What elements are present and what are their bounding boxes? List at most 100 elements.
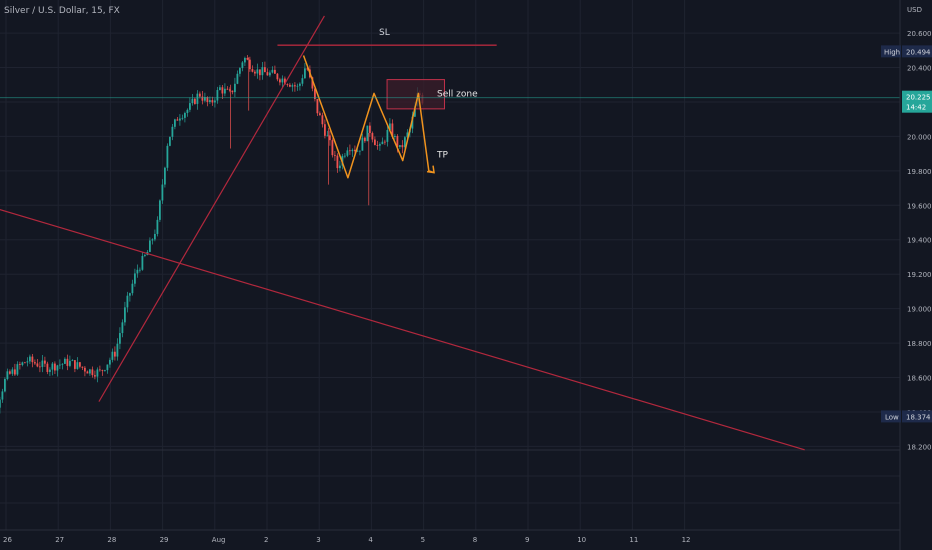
candle-body <box>284 78 286 85</box>
candle-body <box>196 93 199 104</box>
candle-body <box>246 57 249 60</box>
trendline[interactable] <box>98 15 325 402</box>
candle-body <box>251 69 254 72</box>
candle-body <box>19 364 21 365</box>
candle-body <box>361 137 364 151</box>
candle-body <box>101 370 104 371</box>
candle-body <box>274 69 276 74</box>
candle-body <box>301 78 304 84</box>
candle-body <box>339 165 341 169</box>
symbol-title[interactable]: Silver / U.S. Dollar, 15, FX <box>4 6 120 16</box>
candle-body <box>406 132 409 138</box>
candle-body <box>194 98 196 104</box>
time-tick-label: 11 <box>629 536 638 544</box>
candle-body <box>54 363 56 371</box>
candle-body <box>61 363 64 365</box>
trendline[interactable] <box>0 204 805 451</box>
high-value-badge <box>902 45 932 58</box>
candle-body <box>354 149 356 152</box>
candle-body <box>71 360 74 361</box>
candle-body <box>96 369 99 377</box>
candle-body <box>176 119 179 121</box>
candle-body <box>129 293 131 296</box>
candle-body <box>269 72 271 76</box>
candle-body <box>46 363 49 372</box>
candle-body <box>151 239 154 241</box>
candle-body <box>294 85 296 87</box>
candle-body <box>304 68 306 79</box>
candle-body <box>141 255 144 270</box>
price-tick-label: 19.000 <box>907 306 932 314</box>
candle-body <box>344 155 346 157</box>
candle-body <box>116 343 119 357</box>
candle-body <box>306 68 309 70</box>
time-tick-label: 26 <box>3 536 12 544</box>
high-badge <box>881 45 901 58</box>
candle-body <box>204 97 206 101</box>
time-tick-label: 9 <box>525 536 529 544</box>
candle-body <box>49 369 51 372</box>
candle-body <box>334 155 336 156</box>
time-tick-label: 12 <box>682 536 691 544</box>
time-axis[interactable]: 26 27 28 29 Aug 2 3 4 5 8 9 10 11 12 <box>0 529 900 544</box>
candle-body <box>126 295 129 308</box>
candle-body <box>319 113 321 116</box>
candle-body <box>1 391 4 400</box>
take-profit-label: TP <box>436 151 448 161</box>
candle-body <box>31 356 34 363</box>
candle-body <box>44 360 46 364</box>
currency-label: USD <box>907 6 922 14</box>
candle-body <box>59 364 61 366</box>
candle-body <box>351 149 354 152</box>
candle-body <box>91 369 94 376</box>
candle-body <box>221 87 224 94</box>
candle-body <box>316 98 319 114</box>
candle-body <box>29 356 31 362</box>
candle-body <box>136 269 139 274</box>
candle-body <box>86 371 89 374</box>
candle-body <box>396 135 399 147</box>
zigzag-pattern[interactable] <box>302 55 435 179</box>
candle-body <box>236 73 239 84</box>
candle-body <box>119 333 121 344</box>
candle-body <box>394 135 396 138</box>
candle-body <box>171 126 174 137</box>
candle-body <box>0 399 1 408</box>
candle-body <box>216 90 219 101</box>
candle-body <box>191 98 194 104</box>
sell-zone-label: Sell zone <box>437 90 478 100</box>
candle-body <box>169 136 171 146</box>
candle-body <box>321 115 324 125</box>
candle-body <box>24 362 26 364</box>
candle-body <box>281 78 284 83</box>
candle-body <box>279 79 281 83</box>
drawings[interactable]: SL Sell zone TP <box>0 15 900 451</box>
candle-body <box>156 219 159 234</box>
candle-body <box>134 273 136 284</box>
candle-body <box>261 67 264 76</box>
price-axis[interactable]: USD18.20018.40018.60018.80019.00019.2001… <box>881 0 932 550</box>
candle-body <box>289 84 291 87</box>
candle-body <box>41 360 44 367</box>
candle-body <box>149 240 151 252</box>
candle-body <box>131 283 134 294</box>
candle-body <box>179 118 181 121</box>
candle-body <box>296 85 299 87</box>
candle-body <box>214 100 216 103</box>
candle-body <box>164 167 166 185</box>
candle-body <box>26 361 29 363</box>
candle-body <box>271 69 274 73</box>
time-tick-label: 2 <box>264 536 268 544</box>
candle-body <box>201 96 204 101</box>
candle-body <box>174 119 176 127</box>
candle-body <box>76 362 79 369</box>
candle-body <box>256 69 259 74</box>
candle-body <box>299 83 301 86</box>
candle-body <box>181 117 184 119</box>
high-value: 20.494 <box>906 48 931 56</box>
candle-body <box>36 363 39 367</box>
candle-body <box>211 100 214 103</box>
time-tick-label: Aug <box>212 536 226 544</box>
